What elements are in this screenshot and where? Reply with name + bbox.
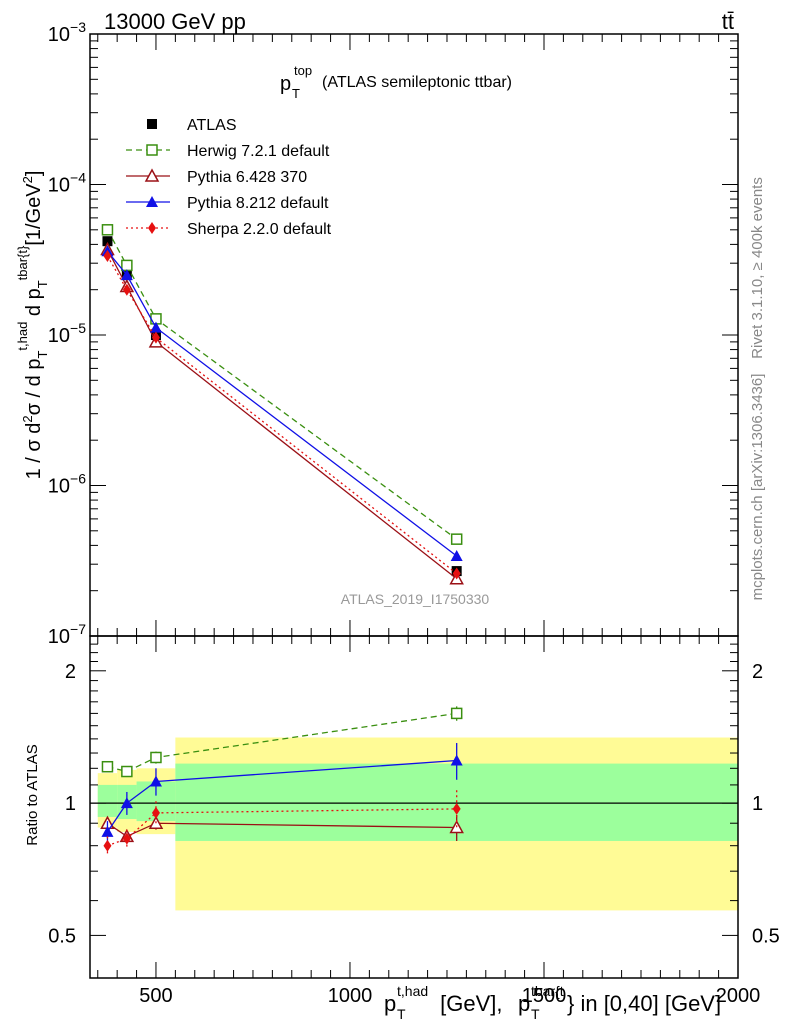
- xlabel-u1: t,had: [397, 983, 428, 999]
- main-ylabel: 1 / σ d2σ / d pTt,had d pTtbar{t}[1/GeV2…: [15, 171, 50, 480]
- ratio-point-2: [120, 797, 133, 809]
- series-line-3: [106, 250, 458, 557]
- uncertainty-band-green: [97, 784, 118, 817]
- ratio-plot: 0.5 0.5 1 1 2 2 500 1000 1500 2000: [48, 635, 780, 1007]
- xlabel-s2: T: [531, 1006, 540, 1022]
- x-tick-label: 500: [139, 985, 172, 1007]
- data-point-4: [103, 249, 112, 262]
- ratio-point-0: [450, 707, 463, 720]
- xlabel-end: } in [0,40] [GeV]: [567, 991, 721, 1016]
- ratio-y-tick-label-right: 2: [752, 661, 763, 683]
- legend-label: Pythia 6.428 370: [187, 169, 307, 186]
- data-point-1: [121, 259, 133, 272]
- process-label: tt̄: [722, 9, 734, 34]
- ratio-line-1: [107, 822, 457, 838]
- series-line-4: [106, 255, 458, 575]
- ratio-point-0: [101, 760, 114, 773]
- xlabel-u2: tbar{t: [531, 983, 564, 999]
- ratio-point-3: [452, 802, 461, 815]
- x-tick-label: 2000: [716, 985, 761, 1007]
- xlabel-p1: p: [384, 991, 396, 1016]
- legend-marker: [146, 144, 158, 156]
- xlabel-p2: p: [518, 991, 530, 1016]
- energy-label: 13000 GeV pp: [104, 9, 246, 34]
- ratio-y-tick-label-left: 1: [65, 793, 76, 815]
- y-tick-label: 10−6: [48, 471, 86, 498]
- ratio-point-3: [103, 839, 112, 852]
- svg-text:1 / σ d2σ / d pTt,had d pTtbar: 1 / σ d2σ / d pTt,had d pTtbar{t}[1/GeV2…: [15, 171, 50, 480]
- legend-marker: [144, 168, 160, 182]
- legend: ATLAS Herwig 7.2.1 default Pythia 6.428 37…: [126, 117, 332, 238]
- xlabel-mid: [GeV],: [434, 991, 509, 1016]
- ratio-frame: [89, 635, 739, 979]
- xlabel-s1: T: [397, 1006, 406, 1022]
- ratio-line-0: [107, 712, 457, 773]
- ratio-point-0: [150, 751, 162, 764]
- legend-label: Herwig 7.2.1 default: [187, 143, 330, 160]
- series-line-2: [106, 249, 458, 580]
- watermark: ATLAS_2019_I1750330: [341, 591, 490, 607]
- title-sub: T: [292, 86, 300, 101]
- title-rest: (ATLAS semileptonic ttbar): [322, 74, 512, 91]
- ratio-point-2: [101, 825, 114, 837]
- legend-marker: [148, 222, 156, 234]
- legend-marker: [147, 119, 157, 129]
- mcplots-label: mcplots.cern.ch [arXiv:1306.3436]: [749, 374, 766, 601]
- rivet-label: Rivet 3.1.10, ≥ 400k events: [749, 177, 766, 359]
- y-tick-label: 10−3: [48, 19, 86, 46]
- ratio-point-3: [122, 832, 131, 845]
- ratio-point-0: [121, 765, 133, 778]
- y-tick-label: 10−4: [48, 170, 86, 197]
- data-point-3: [120, 269, 133, 281]
- y-tick-label: 10−5: [48, 320, 86, 347]
- data-point-1: [450, 533, 463, 545]
- ratio-y-tick-label-left: 2: [65, 661, 76, 683]
- ratio-line-2: [106, 759, 457, 833]
- data-point-3: [149, 321, 162, 333]
- y-tick-label: 10−7: [48, 621, 86, 648]
- x-axis-label: p T t,had [GeV], p T tbar{t } in [0,40] …: [384, 983, 721, 1022]
- data-point-4: [151, 331, 160, 344]
- data-point-4: [122, 283, 131, 296]
- x-tick-label: 1000: [328, 985, 373, 1007]
- ratio-point-2: [149, 775, 162, 787]
- main-plot: 10−7 10−6 10−5 10−4 10−3: [48, 19, 739, 648]
- series-line-1: [106, 229, 458, 540]
- legend-label: ATLAS: [187, 117, 237, 134]
- legend-label: Sherpa 2.2.0 default: [187, 221, 332, 238]
- ratio-y-tick-label-right: 0.5: [752, 925, 780, 947]
- ratio-y-tick-label-right: 1: [752, 793, 763, 815]
- title-p: p: [280, 73, 291, 95]
- ratio-y-tick-label-left: 0.5: [48, 925, 76, 947]
- ratio-ylabel: Ratio to ATLAS: [24, 744, 41, 845]
- data-point-4: [452, 567, 461, 580]
- main-title: p T top (ATLAS semileptonic ttbar): [280, 63, 512, 101]
- data-point-1: [101, 224, 114, 236]
- legend-marker: [146, 196, 158, 207]
- ratio-point-2: [450, 754, 463, 766]
- x-tick-label: 1500: [522, 985, 567, 1007]
- data-point-3: [450, 550, 463, 562]
- legend-label: Pythia 8.212 default: [187, 195, 329, 212]
- title-sup: top: [294, 63, 312, 78]
- ratio-line-3: [107, 808, 457, 847]
- data-point-0: [102, 236, 113, 247]
- ratio-point-3: [151, 806, 160, 819]
